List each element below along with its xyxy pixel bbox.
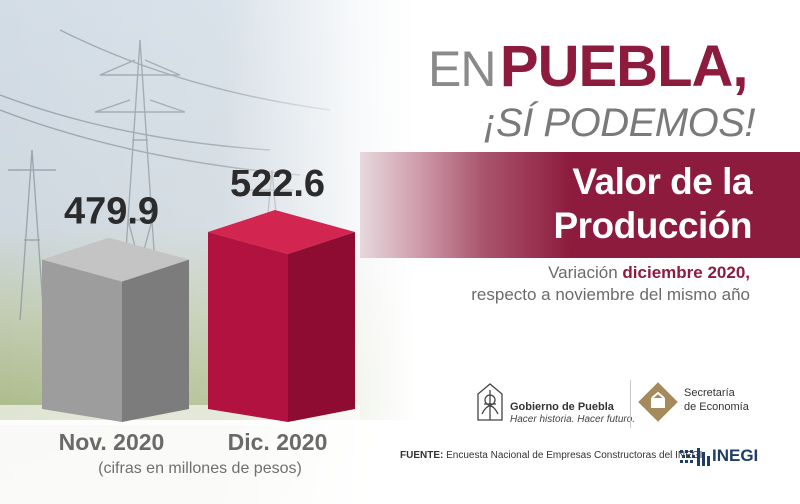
title-banner xyxy=(360,152,800,258)
source-label: FUENTE: xyxy=(400,450,444,461)
secretaria-name: Secretaría de Economía xyxy=(684,386,764,414)
variation-caption: Variación diciembre 2020, respecto a nov… xyxy=(440,262,750,306)
gobierno-name: Gobierno de Puebla xyxy=(510,401,614,413)
bar-side-face xyxy=(288,232,355,422)
bar-2 xyxy=(208,210,355,422)
variation-prefix: Variación xyxy=(548,263,618,282)
bar-front-face xyxy=(42,259,122,422)
heading-place: PUEBLA, xyxy=(499,34,749,99)
bar-front-face xyxy=(208,232,288,422)
bar-value-label: 522.6 xyxy=(230,163,325,205)
chart-note: (cifras en millones de pesos) xyxy=(98,460,302,477)
chart-title-line2: Producción xyxy=(553,205,752,246)
inegi-wordmark: INEGI xyxy=(712,446,759,465)
chart-title-line1: Valor de la xyxy=(572,161,752,202)
heading-slogan: ¡SÍ PODEMOS! xyxy=(483,101,755,145)
variation-highlight: diciembre 2020, xyxy=(622,263,750,282)
heading-title: EN PUEBLA, xyxy=(428,36,783,98)
category-label: Dic. 2020 xyxy=(228,429,328,455)
chart-title: Valor de la Producción xyxy=(520,160,752,248)
variation-line2: respecto a noviembre del mismo año xyxy=(471,285,750,304)
bar-side-face xyxy=(122,259,189,422)
secretaria-economia-emblem-icon xyxy=(638,382,678,422)
bar-top-face xyxy=(42,237,189,282)
source-text: Encuesta Nacional de Empresas Constructo… xyxy=(446,450,703,461)
heading-prefix: EN xyxy=(428,41,496,97)
gobierno-puebla-emblem-icon xyxy=(477,383,503,421)
secretaria-line1: Secretaría xyxy=(684,387,735,399)
secretaria-line2: de Economía xyxy=(684,401,749,413)
bar-top-face xyxy=(208,210,355,255)
logos-divider xyxy=(630,380,631,428)
source-note: FUENTE: Encuesta Nacional de Empresas Co… xyxy=(400,450,702,461)
inegi-logo-icon xyxy=(680,448,710,466)
bar-value-label: 479.9 xyxy=(64,191,159,233)
category-label: Nov. 2020 xyxy=(59,429,165,455)
bar-1 xyxy=(42,237,189,422)
gobierno-slogan: Hacer historia. Hacer futuro. xyxy=(510,414,636,425)
